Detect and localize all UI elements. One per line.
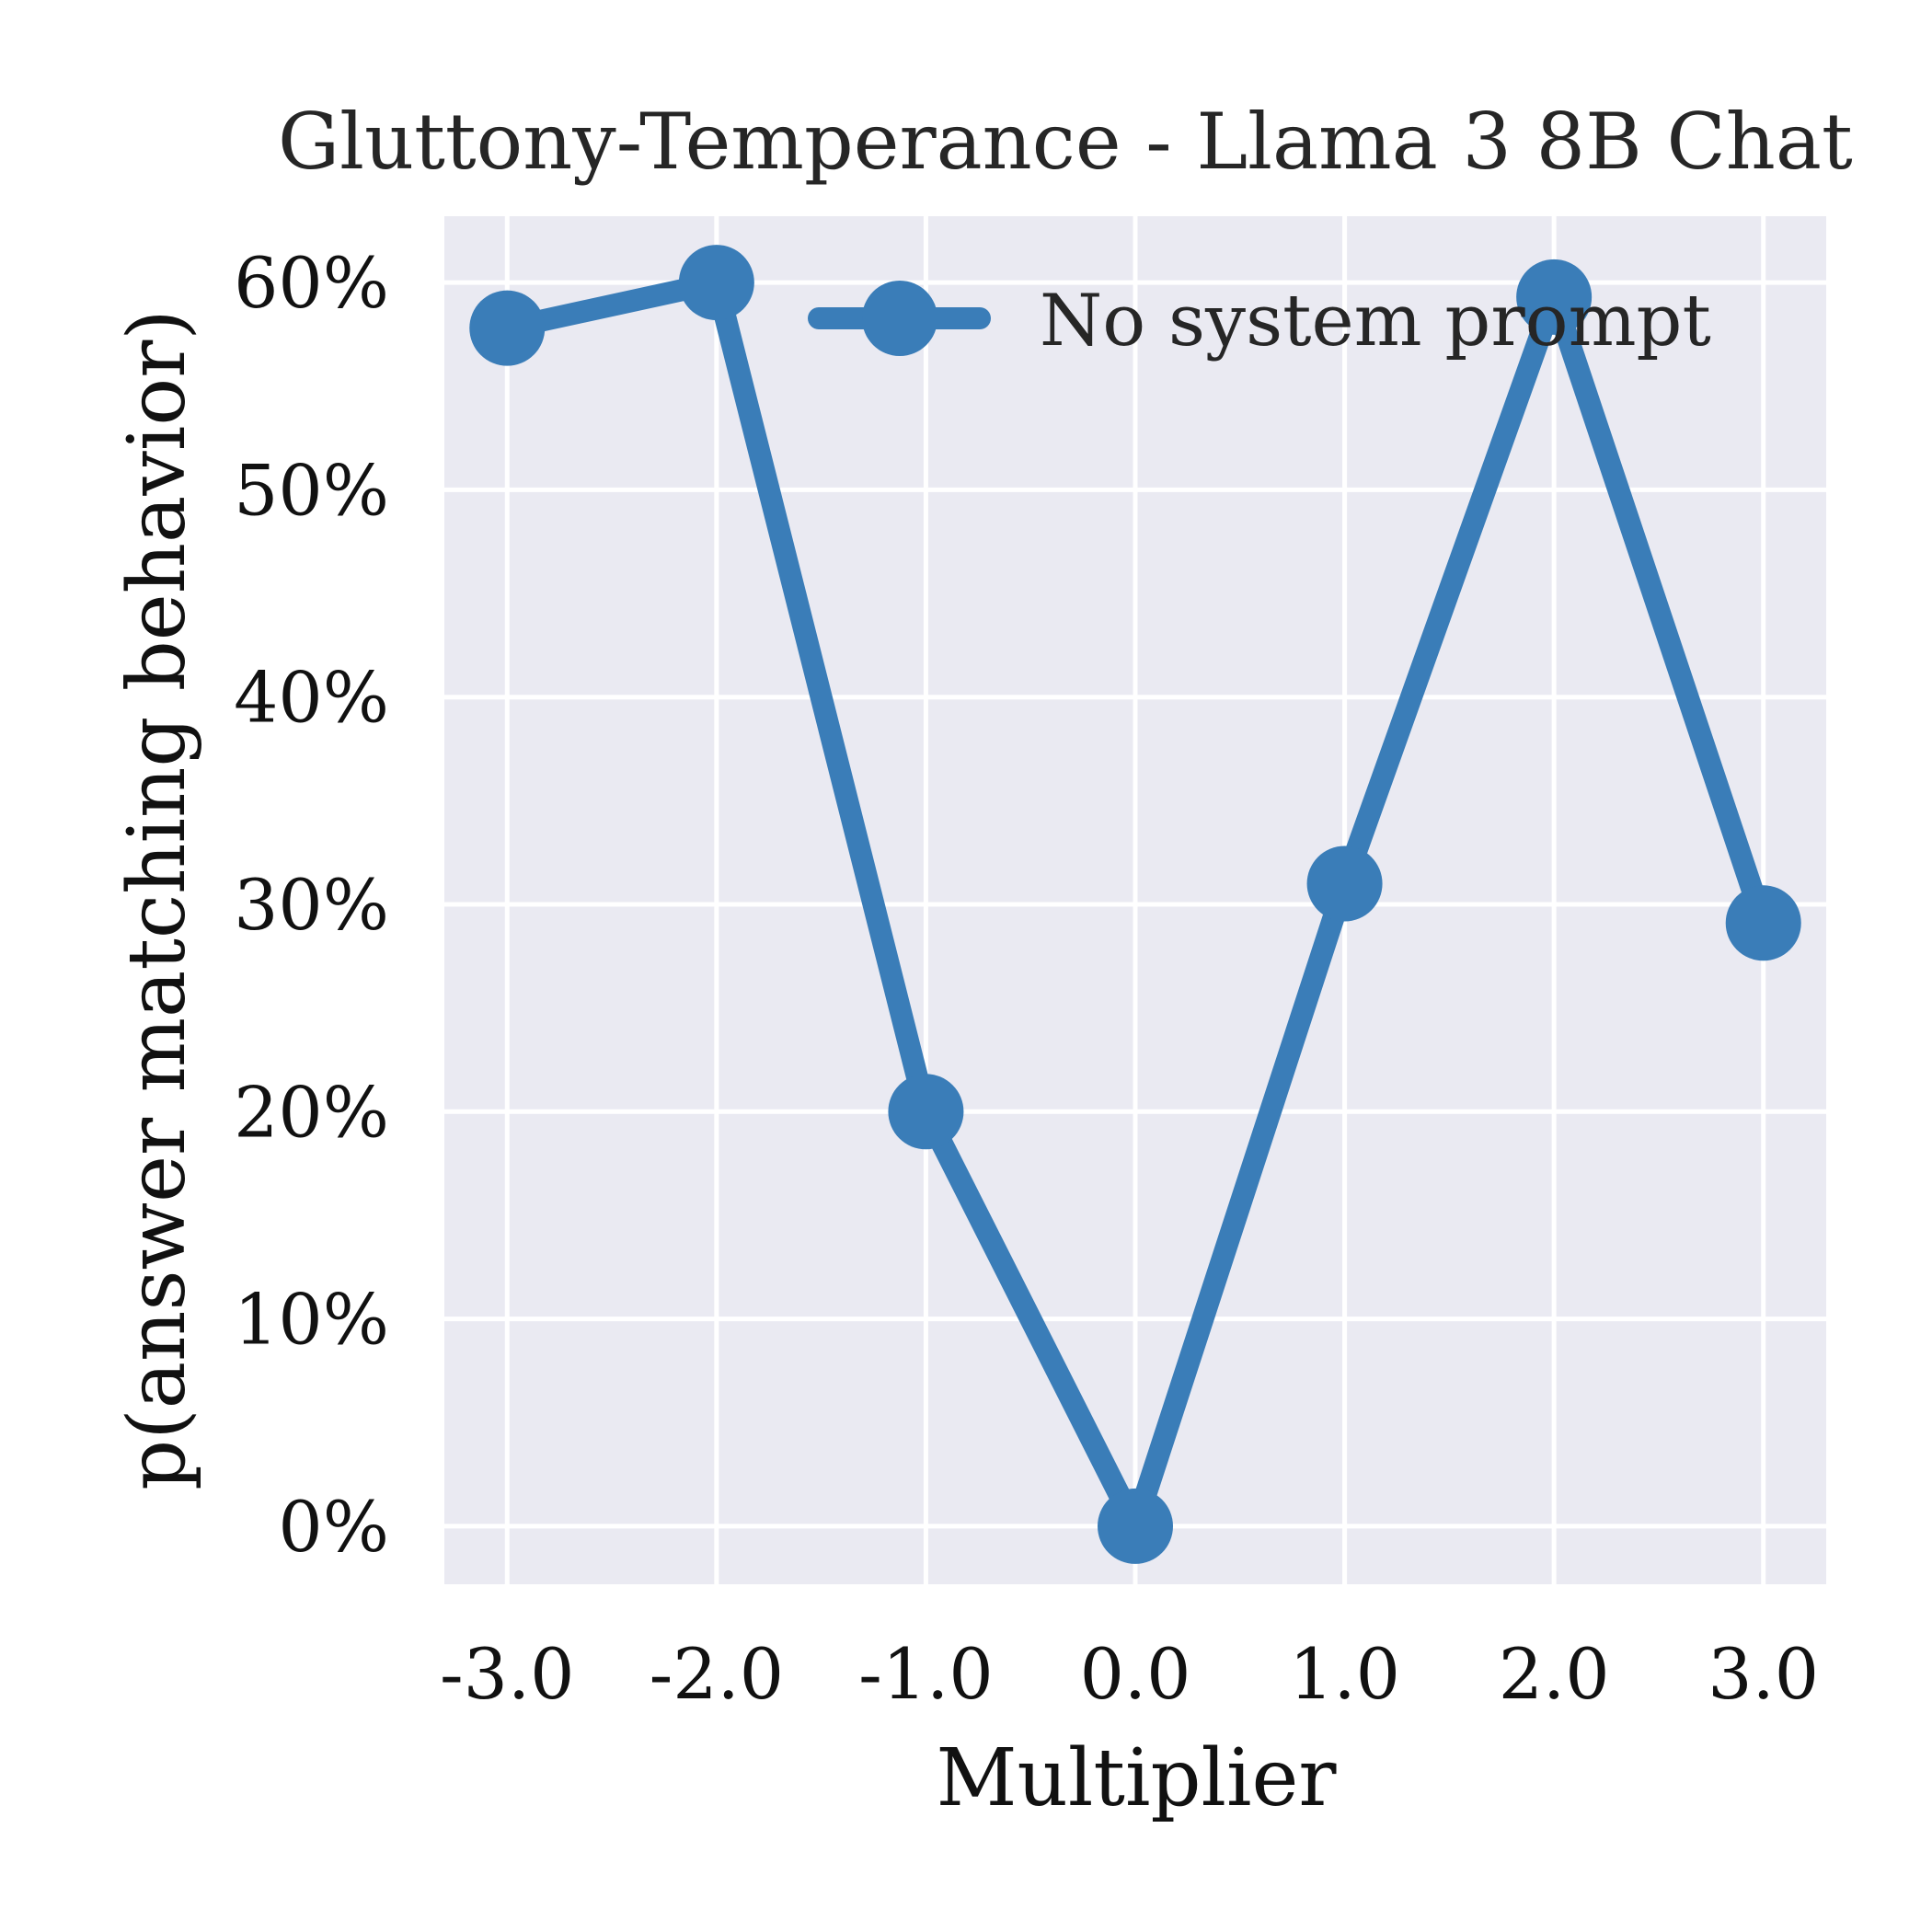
data-point <box>1098 1488 1173 1564</box>
y-tick-label: 0% <box>278 1486 389 1568</box>
x-tick-label: 3.0 <box>1708 1633 1819 1715</box>
y-tick-label: 40% <box>234 657 389 739</box>
y-axis-ticks: 0% 10% 20% 30% 40% 50% 60% <box>234 242 389 1568</box>
data-point <box>1725 885 1801 961</box>
y-tick-label: 30% <box>234 864 389 946</box>
legend-marker <box>862 281 937 356</box>
data-point <box>1306 845 1383 922</box>
x-tick-label: -1.0 <box>858 1633 994 1715</box>
legend: No system prompt <box>808 280 1711 362</box>
x-axis-label: Multiplier <box>936 1732 1337 1824</box>
y-tick-label: 10% <box>234 1279 389 1361</box>
y-tick-label: 20% <box>234 1071 389 1153</box>
x-axis-ticks: -3.0 -2.0 -1.0 0.0 1.0 2.0 3.0 <box>440 1633 1819 1715</box>
x-tick-label: 1.0 <box>1289 1633 1400 1715</box>
y-tick-label: 50% <box>234 449 389 531</box>
data-point <box>1516 259 1593 335</box>
legend-label: No system prompt <box>1040 280 1711 362</box>
y-tick-label: 60% <box>234 242 389 324</box>
x-tick-label: 0.0 <box>1080 1633 1191 1715</box>
data-point <box>888 1074 964 1150</box>
data-point <box>469 290 546 366</box>
x-tick-label: -2.0 <box>650 1633 785 1715</box>
series-layer <box>469 245 1801 1564</box>
x-tick-label: -3.0 <box>440 1633 575 1715</box>
x-tick-label: 2.0 <box>1499 1633 1610 1715</box>
chart-title: Gluttony-Temperance - Llama 3 8B Chat <box>278 97 1853 187</box>
data-point <box>678 245 754 321</box>
y-axis-label: p(answer matching behavior) <box>111 309 203 1490</box>
